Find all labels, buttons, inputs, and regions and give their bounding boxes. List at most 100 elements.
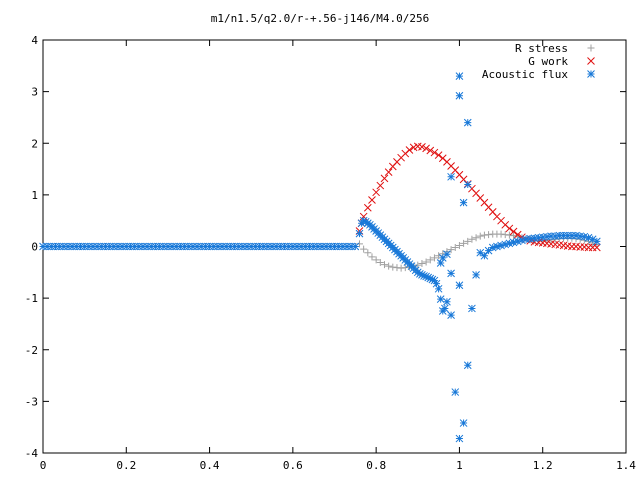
data-point	[218, 242, 226, 251]
data-point	[151, 242, 160, 251]
data-point	[463, 118, 472, 127]
data-point	[172, 242, 181, 251]
data-point	[476, 248, 485, 257]
data-point	[43, 242, 52, 251]
data-point	[484, 246, 493, 255]
data-point	[497, 230, 505, 238]
data-point	[184, 242, 193, 251]
data-point	[176, 242, 185, 251]
data-point	[59, 242, 68, 251]
data-point	[189, 242, 197, 251]
data-point	[268, 242, 276, 251]
data-point	[368, 196, 376, 204]
data-point	[226, 242, 235, 251]
data-point	[201, 242, 210, 251]
data-point	[426, 146, 435, 155]
data-point	[326, 242, 335, 251]
y-tick-label: 2	[31, 137, 38, 150]
data-point	[239, 242, 247, 251]
data-point	[347, 242, 356, 251]
data-point	[576, 243, 585, 251]
data-point	[159, 242, 168, 251]
data-point	[84, 242, 93, 251]
data-point	[509, 227, 518, 236]
data-point	[197, 242, 206, 251]
data-point	[464, 237, 472, 245]
data-point	[39, 242, 47, 251]
data-point	[272, 242, 281, 251]
data-point	[338, 242, 347, 251]
data-point	[543, 232, 551, 241]
data-point	[214, 242, 222, 251]
axes: 0 0.2 0.4 0.6 0.8 1 1.2 1.4 -4 -3 -2 -1 0 1 2 3 4	[25, 34, 637, 472]
data-point	[343, 242, 351, 251]
data-point	[68, 242, 77, 251]
data-point	[505, 239, 514, 248]
data-point	[355, 229, 364, 238]
data-point	[109, 242, 118, 251]
data-point	[551, 232, 560, 241]
data-point	[588, 235, 597, 244]
data-point	[334, 242, 343, 251]
data-point	[114, 242, 122, 251]
y-tick-label: -1	[25, 292, 38, 305]
data-point	[592, 237, 601, 246]
data-point	[468, 304, 476, 313]
y-tick-label: 0	[31, 241, 38, 254]
data-point	[459, 198, 468, 207]
data-point	[422, 258, 430, 266]
data-point	[416, 270, 424, 278]
legend-label: G work	[528, 55, 568, 68]
data-point	[480, 251, 489, 260]
data-point	[455, 434, 464, 443]
data-point	[318, 242, 326, 251]
data-point	[510, 232, 518, 240]
data-point	[251, 242, 260, 251]
data-point	[432, 279, 441, 288]
data-point	[572, 231, 580, 240]
data-point	[426, 274, 435, 283]
data-point	[259, 242, 268, 251]
data-point	[584, 243, 593, 252]
data-point	[418, 271, 426, 279]
data-point	[480, 231, 488, 239]
chart-title: m1/n1.5/q2.0/r-+.56-j146/M4.0/256	[211, 12, 430, 25]
data-point	[568, 242, 576, 251]
data-point	[434, 284, 443, 293]
data-marks	[39, 72, 601, 443]
data-point	[455, 281, 464, 290]
data-point	[80, 242, 89, 251]
data-point	[420, 272, 428, 280]
data-point	[513, 230, 522, 239]
data-point	[301, 242, 310, 251]
data-point	[592, 243, 601, 252]
series-1	[355, 142, 601, 252]
data-point	[422, 144, 430, 153]
data-point	[222, 242, 231, 251]
data-point	[460, 239, 468, 247]
data-point	[434, 151, 443, 159]
data-point	[430, 254, 438, 262]
data-point	[164, 242, 172, 251]
data-point	[447, 311, 455, 320]
data-point	[97, 242, 106, 251]
data-point	[501, 240, 510, 249]
data-point	[426, 256, 434, 264]
legend-marker	[587, 57, 595, 65]
data-point	[568, 231, 576, 240]
data-point	[424, 273, 433, 282]
data-point	[247, 242, 256, 251]
data-point	[330, 242, 339, 251]
data-point	[293, 242, 301, 251]
data-point	[351, 242, 360, 251]
legend-label: Acoustic flux	[482, 68, 568, 81]
legend-marker	[587, 70, 595, 78]
data-point	[355, 240, 363, 248]
data-point	[305, 242, 314, 251]
data-point	[360, 245, 368, 253]
data-point	[143, 242, 151, 251]
data-point	[280, 242, 289, 251]
data-point	[522, 235, 530, 244]
